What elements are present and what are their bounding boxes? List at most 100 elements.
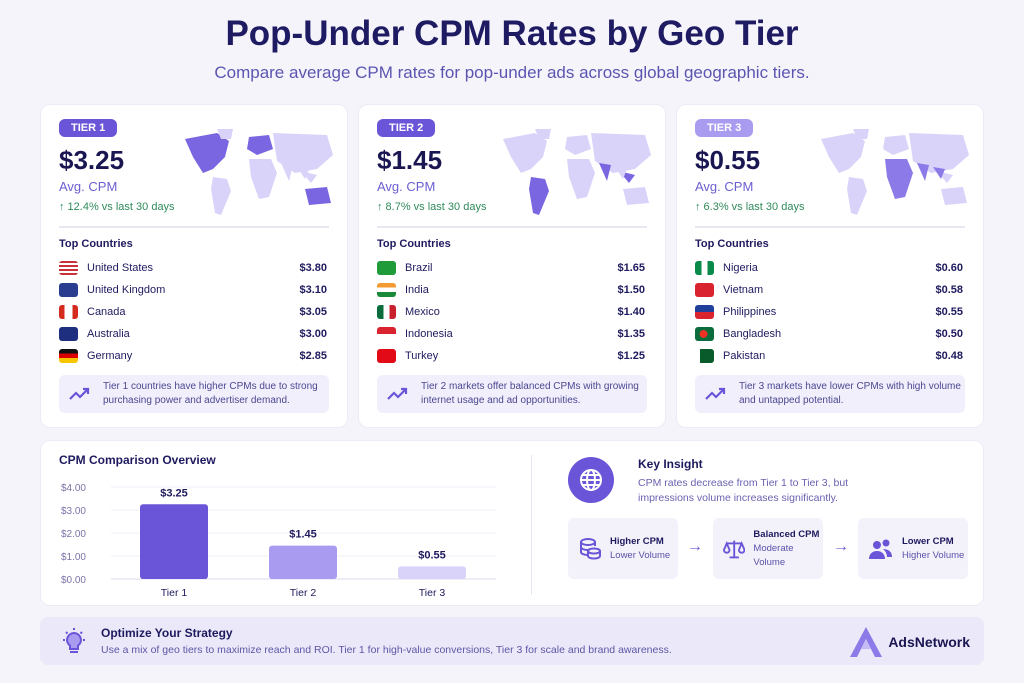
bar-tier-3	[398, 566, 466, 579]
world-map-icon	[185, 129, 333, 215]
tier-note-text: Tier 1 countries have higher CPMs due to…	[103, 381, 318, 406]
country-row: Brazil $1.65	[377, 257, 645, 279]
divider	[695, 226, 965, 228]
adsnetwork-logo-icon	[850, 627, 883, 657]
avg-cpm-label: Avg. CPM	[695, 179, 754, 194]
bar-tier-1	[140, 504, 208, 579]
country-name: United States	[87, 262, 154, 274]
country-row: United Kingdom $3.10	[59, 279, 327, 301]
y-tick-label: $4.00	[61, 483, 86, 494]
country-cpm: $1.25	[617, 350, 645, 362]
top-countries-heading: Top Countries	[695, 238, 769, 250]
flag-tr-icon	[377, 349, 396, 363]
country-row: Bangladesh $0.50	[695, 323, 963, 345]
country-list: Nigeria $0.60 Vietnam $0.58 Philippines $0.55…	[695, 257, 963, 367]
bar-data-label: $0.55	[418, 549, 446, 561]
country-row: Australia $3.00	[59, 323, 327, 345]
scale-icon	[723, 540, 746, 558]
trend-text: ↑ 6.3% vs last 30 days	[695, 201, 805, 213]
country-name: Pakistan	[723, 350, 766, 362]
users-icon	[869, 539, 892, 559]
step-lower-cpm: Lower CPM Higher Volume	[858, 518, 968, 579]
country-cpm: $0.58	[935, 284, 963, 296]
country-row: Turkey $1.25	[377, 345, 645, 367]
step-sub: Moderate Volume	[753, 542, 794, 568]
world-map-icon	[821, 129, 969, 215]
flag-mx-icon	[377, 305, 396, 319]
avg-cpm-label: Avg. CPM	[59, 179, 118, 194]
step-title: Balanced CPM	[753, 528, 820, 540]
x-tick-label: Tier 1	[161, 587, 188, 599]
tier-note: Tier 2 markets offer balanced CPMs with …	[377, 375, 647, 413]
flag-ph-icon	[695, 305, 714, 319]
y-tick-label: $3.00	[61, 506, 86, 517]
country-cpm: $1.65	[617, 262, 645, 274]
x-tick-label: Tier 2	[290, 587, 317, 599]
tier-1-card: TIER 1 $3.25 Avg. CPM ↑ 12.4% vs last 30…	[40, 104, 348, 428]
tier-note-text: Tier 3 markets have lower CPMs with high…	[739, 381, 961, 406]
y-tick-label: $2.00	[61, 529, 86, 540]
country-cpm: $0.55	[935, 306, 963, 318]
country-name: Nigeria	[723, 262, 758, 274]
step-title: Lower CPM	[902, 535, 954, 547]
country-row: India $1.50	[377, 279, 645, 301]
country-name: Australia	[87, 328, 130, 340]
country-cpm: $1.50	[617, 284, 645, 296]
trend-text: ↑ 8.7% vs last 30 days	[377, 201, 487, 213]
country-row: Nigeria $0.60	[695, 257, 963, 279]
world-map-icon	[503, 129, 651, 215]
country-cpm: $3.80	[299, 262, 327, 274]
country-name: Indonesia	[405, 328, 453, 340]
flag-bd-icon	[695, 327, 714, 341]
flag-br-icon	[377, 261, 396, 275]
tier-note-text: Tier 2 markets offer balanced CPMs with …	[421, 381, 639, 406]
flag-pk-icon	[695, 349, 714, 363]
lightbulb-icon	[63, 628, 85, 653]
divider	[531, 455, 532, 595]
flag-us-icon	[59, 261, 78, 275]
avg-cpm-value: $0.55	[695, 145, 761, 175]
brand-name: AdsNetwork	[888, 634, 970, 650]
flag-vn-icon	[695, 283, 714, 297]
step-sub: Higher Volume	[902, 549, 965, 561]
country-name: Philippines	[723, 306, 777, 318]
flag-in-icon	[377, 283, 396, 297]
country-cpm: $0.48	[935, 350, 963, 362]
key-insight-text: CPM rates decrease from Tier 1 to Tier 3…	[638, 477, 849, 504]
divider	[377, 226, 647, 228]
country-cpm: $1.35	[617, 328, 645, 340]
trending-up-icon	[387, 387, 408, 400]
country-name: Mexico	[405, 306, 440, 318]
y-tick-label: $1.00	[61, 552, 86, 563]
page-subtitle: Compare average CPM rates for pop-under …	[214, 63, 810, 82]
country-row: Vietnam $0.58	[695, 279, 963, 301]
country-name: Germany	[87, 350, 133, 362]
country-name: Brazil	[405, 262, 433, 274]
bar-data-label: $1.45	[289, 529, 317, 541]
country-cpm: $0.50	[935, 328, 963, 340]
country-row: Canada $3.05	[59, 301, 327, 323]
tier-badge: TIER 1	[59, 119, 118, 137]
flag-ca-icon	[59, 305, 78, 319]
flag-id-icon	[377, 327, 396, 341]
bar-tier-2	[269, 545, 337, 579]
tier-note: Tier 3 markets have lower CPMs with high…	[695, 375, 965, 413]
country-cpm: $3.00	[299, 328, 327, 340]
flag-au-icon	[59, 327, 78, 341]
top-countries-heading: Top Countries	[59, 238, 133, 250]
country-name: United Kingdom	[87, 284, 166, 296]
trending-up-icon	[69, 387, 90, 400]
trend-text: ↑ 12.4% vs last 30 days	[59, 201, 175, 213]
globe-icon	[568, 457, 614, 503]
avg-cpm-value: $1.45	[377, 145, 443, 175]
country-cpm: $3.05	[299, 306, 327, 318]
flag-de-icon	[59, 349, 78, 363]
country-row: United States $3.80	[59, 257, 327, 279]
country-cpm: $2.85	[299, 350, 327, 362]
step-title: Higher CPM	[610, 535, 664, 547]
arrow-icon: →	[687, 538, 703, 555]
country-name: Bangladesh	[723, 328, 782, 340]
country-cpm: $1.40	[617, 306, 645, 318]
bar-data-label: $3.25	[160, 487, 188, 499]
tier-3-card: TIER 3 $0.55 Avg. CPM ↑ 6.3% vs last 30 …	[676, 104, 984, 428]
